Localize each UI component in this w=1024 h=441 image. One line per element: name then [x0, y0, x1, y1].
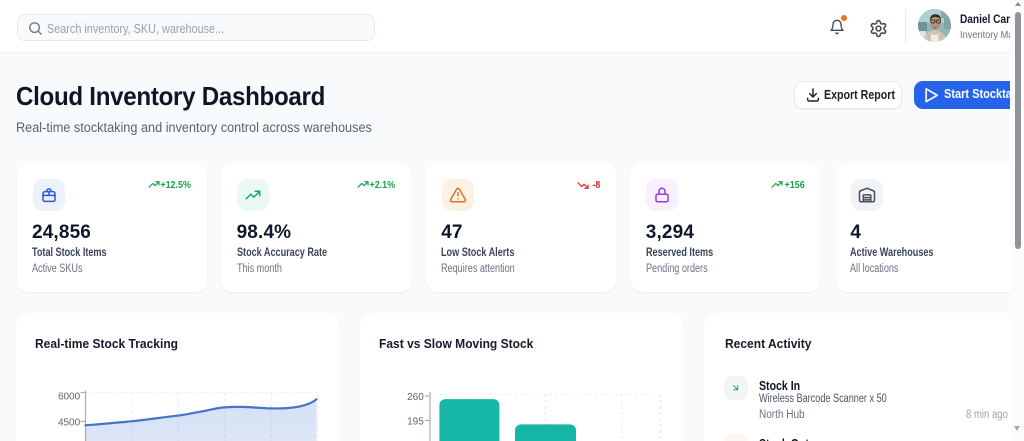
svg-text:195: 195 [407, 417, 424, 428]
svg-text:260: 260 [407, 392, 424, 403]
svg-text:6000: 6000 [58, 392, 81, 403]
svg-text:4500: 4500 [58, 418, 81, 429]
